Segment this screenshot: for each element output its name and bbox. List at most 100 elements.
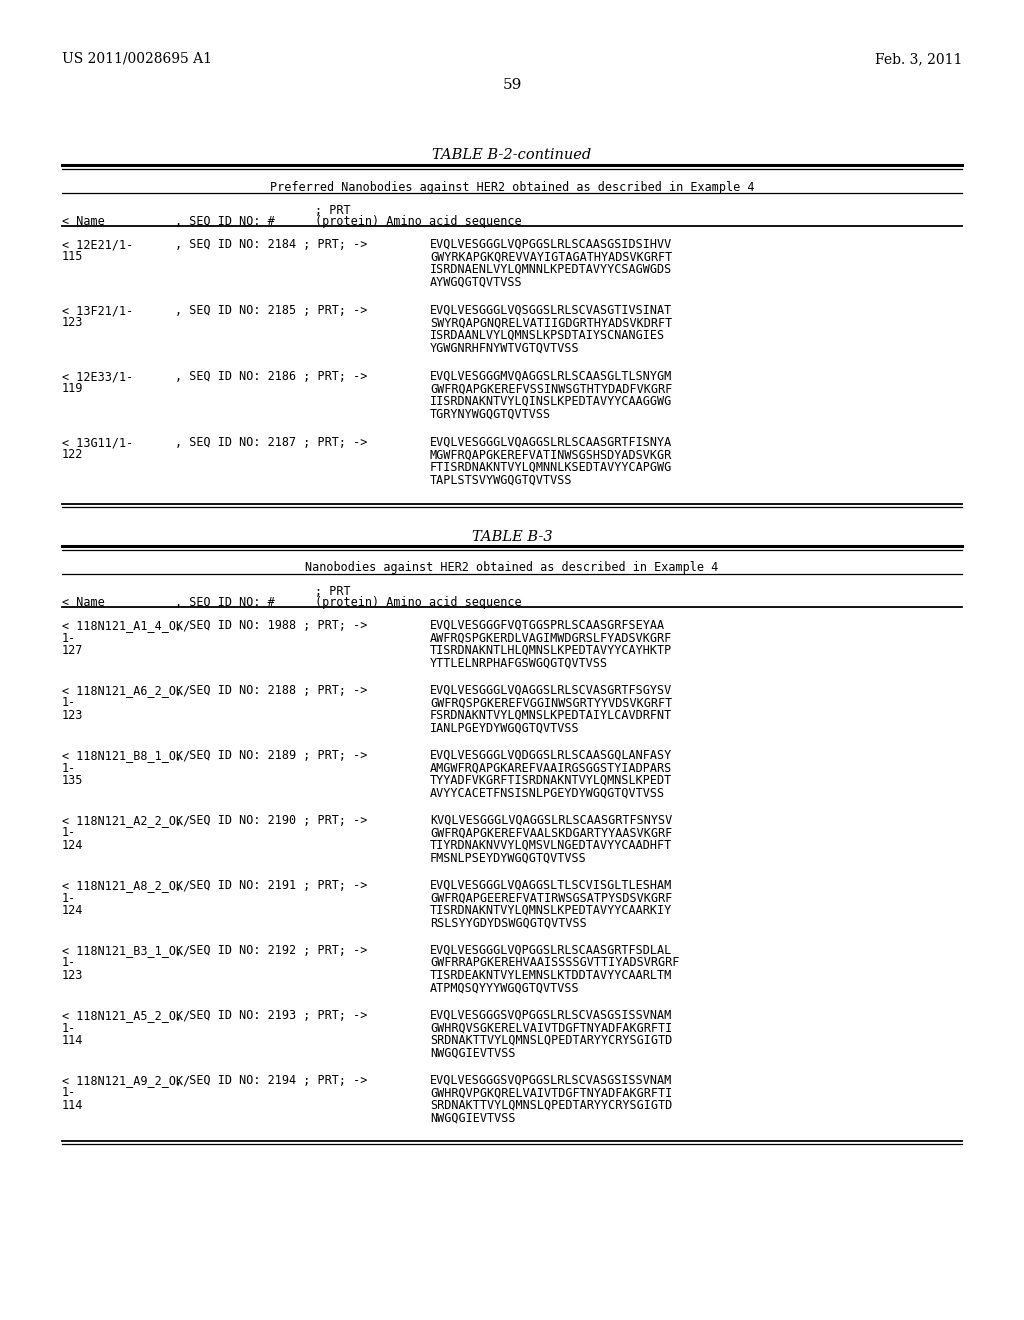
- Text: EVQLVESGGGLVQPGGSLRLSCAASGSIDSIHVV: EVQLVESGGGLVQPGGSLRLSCAASGSIDSIHVV: [430, 238, 672, 251]
- Text: 135: 135: [62, 774, 83, 787]
- Text: , SEQ ID NO: #: , SEQ ID NO: #: [175, 215, 274, 228]
- Text: ISRDAANLVYLQMNSLKPSDTAIYSCNANGIES: ISRDAANLVYLQMNSLKPSDTAIYSCNANGIES: [430, 329, 666, 342]
- Text: 124: 124: [62, 904, 83, 917]
- Text: 122: 122: [62, 449, 83, 462]
- Text: < Name: < Name: [62, 597, 104, 609]
- Text: 1-: 1-: [62, 631, 76, 644]
- Text: < 118N121_A6_2_OK/: < 118N121_A6_2_OK/: [62, 684, 190, 697]
- Text: , SEQ ID NO: 2193 ; PRT; ->: , SEQ ID NO: 2193 ; PRT; ->: [175, 1008, 368, 1022]
- Text: KVQLVESGGGLVQAGGSLRLSCAASGRTFSNYSV: KVQLVESGGGLVQAGGSLRLSCAASGRTFSNYSV: [430, 814, 672, 828]
- Text: GWHRQVPGKQRELVAIVTDGFTNYADFAKGRFTI: GWHRQVPGKQRELVAIVTDGFTNYADFAKGRFTI: [430, 1086, 672, 1100]
- Text: GWFRQSPGKEREFVGGINWSGRTYYVDSVKGRFT: GWFRQSPGKEREFVGGINWSGRTYYVDSVKGRFT: [430, 697, 672, 710]
- Text: GWFRQAPGKEREFVSSINWSGTHTYDADFVKGRF: GWFRQAPGKEREFVSSINWSGTHTYDADFVKGRF: [430, 383, 672, 396]
- Text: ; PRT: ; PRT: [315, 585, 350, 598]
- Text: EVQLVESGGGLVQAGGSLTLSCVISGLTLESHAM: EVQLVESGGGLVQAGGSLTLSCVISGLTLESHAM: [430, 879, 672, 892]
- Text: IANLPGEYDYWGQGTQVTVSS: IANLPGEYDYWGQGTQVTVSS: [430, 722, 580, 734]
- Text: SWYRQAPGNQRELVATIIGDGRTHYADSVKDRFT: SWYRQAPGNQRELVATIIGDGRTHYADSVKDRFT: [430, 317, 672, 330]
- Text: TAPLSTSVYWGQGTQVTVSS: TAPLSTSVYWGQGTQVTVSS: [430, 474, 572, 487]
- Text: < 118N121_A1_4_OK/: < 118N121_A1_4_OK/: [62, 619, 190, 632]
- Text: EVQLVESGGGSVQPGGSLRLSCVASGSISSVNAM: EVQLVESGGGSVQPGGSLRLSCVASGSISSVNAM: [430, 1074, 672, 1086]
- Text: , SEQ ID NO: 2186 ; PRT; ->: , SEQ ID NO: 2186 ; PRT; ->: [175, 370, 368, 383]
- Text: Feb. 3, 2011: Feb. 3, 2011: [874, 51, 962, 66]
- Text: 115: 115: [62, 251, 83, 264]
- Text: MGWFRQAPGKEREFVATINWSGSHSDYADSVKGR: MGWFRQAPGKEREFVATINWSGSHSDYADSVKGR: [430, 449, 672, 462]
- Text: GWHRQVSGKERELVAIVTDGFTNYADFAKGRFTI: GWHRQVSGKERELVAIVTDGFTNYADFAKGRFTI: [430, 1022, 672, 1035]
- Text: US 2011/0028695 A1: US 2011/0028695 A1: [62, 51, 212, 66]
- Text: 124: 124: [62, 840, 83, 851]
- Text: , SEQ ID NO: 2187 ; PRT; ->: , SEQ ID NO: 2187 ; PRT; ->: [175, 436, 368, 449]
- Text: NWGQGIEVTVSS: NWGQGIEVTVSS: [430, 1111, 515, 1125]
- Text: YTTLELNRPHAFGSWGQGTQVTVSS: YTTLELNRPHAFGSWGQGTQVTVSS: [430, 656, 608, 669]
- Text: AWFRQSPGKERDLVAGIMWDGRSLFYADSVKGRF: AWFRQSPGKERDLVAGIMWDGRSLFYADSVKGRF: [430, 631, 672, 644]
- Text: < 118N121_A5_2_OK/: < 118N121_A5_2_OK/: [62, 1008, 190, 1022]
- Text: AMGWFRQAPGKAREFVAAIRGSGGSTYIADPARS: AMGWFRQAPGKAREFVAAIRGSGGSTYIADPARS: [430, 762, 672, 775]
- Text: < 13F21/1-: < 13F21/1-: [62, 304, 133, 317]
- Text: < 118N121_A2_2_OK/: < 118N121_A2_2_OK/: [62, 814, 190, 828]
- Text: GWYRKAPGKQREVVAYIGTAGATHYADSVKGRFT: GWYRKAPGKQREVVAYIGTAGATHYADSVKGRFT: [430, 251, 672, 264]
- Text: 127: 127: [62, 644, 83, 657]
- Text: 1-: 1-: [62, 762, 76, 775]
- Text: EVQLVESGGGLVQAGGSLRLSCAASGRTFISNYA: EVQLVESGGGLVQAGGSLRLSCAASGRTFISNYA: [430, 436, 672, 449]
- Text: EVQLVESGGGLVQPGGSLRLSCAASGRTFSDLAL: EVQLVESGGGLVQPGGSLRLSCAASGRTFSDLAL: [430, 944, 672, 957]
- Text: ; PRT: ; PRT: [315, 205, 350, 216]
- Text: , SEQ ID NO: 2191 ; PRT; ->: , SEQ ID NO: 2191 ; PRT; ->: [175, 879, 368, 892]
- Text: 114: 114: [62, 1100, 83, 1111]
- Text: < 118N121_B3_1_OK/: < 118N121_B3_1_OK/: [62, 944, 190, 957]
- Text: , SEQ ID NO: 2194 ; PRT; ->: , SEQ ID NO: 2194 ; PRT; ->: [175, 1074, 368, 1086]
- Text: TGRYNYWGQGTQVTVSS: TGRYNYWGQGTQVTVSS: [430, 408, 551, 421]
- Text: TISRDNAKNTLHLQMNSLKPEDTAVYYCAYHKTP: TISRDNAKNTLHLQMNSLKPEDTAVYYCAYHKTP: [430, 644, 672, 657]
- Text: , SEQ ID NO: #: , SEQ ID NO: #: [175, 597, 274, 609]
- Text: EVQLVESGGGMVQAGGSLRLSCAASGLTLSNYGM: EVQLVESGGGMVQAGGSLRLSCAASGLTLSNYGM: [430, 370, 672, 383]
- Text: GWFRRAPGKEREHVAAISSSSGVTTIYADSVRGRF: GWFRRAPGKEREHVAAISSSSGVTTIYADSVRGRF: [430, 957, 679, 969]
- Text: Nanobodies against HER2 obtained as described in Example 4: Nanobodies against HER2 obtained as desc…: [305, 561, 719, 574]
- Text: 123: 123: [62, 317, 83, 330]
- Text: TISRDNAKNTVYLQMNSLKPEDTAVYYCAARKIY: TISRDNAKNTVYLQMNSLKPEDTAVYYCAARKIY: [430, 904, 672, 917]
- Text: IISRDNAKNTVYLQINSLKPEDTAVYYCAAGGWG: IISRDNAKNTVYLQINSLKPEDTAVYYCAAGGWG: [430, 395, 672, 408]
- Text: AYWGQGTQVTVSS: AYWGQGTQVTVSS: [430, 276, 522, 289]
- Text: EVQLVESGGGSVQPGGSLRLSCVASGSISSVNAM: EVQLVESGGGSVQPGGSLRLSCVASGSISSVNAM: [430, 1008, 672, 1022]
- Text: TIYRDNAKNVVYLQMSVLNGEDTAVYYCAADHFT: TIYRDNAKNVVYLQMSVLNGEDTAVYYCAADHFT: [430, 840, 672, 851]
- Text: 1-: 1-: [62, 891, 76, 904]
- Text: (protein) Amino acid sequence: (protein) Amino acid sequence: [315, 215, 521, 228]
- Text: < Name: < Name: [62, 215, 104, 228]
- Text: , SEQ ID NO: 1988 ; PRT; ->: , SEQ ID NO: 1988 ; PRT; ->: [175, 619, 368, 632]
- Text: < 118N121_A9_2_OK/: < 118N121_A9_2_OK/: [62, 1074, 190, 1086]
- Text: 1-: 1-: [62, 697, 76, 710]
- Text: < 13G11/1-: < 13G11/1-: [62, 436, 133, 449]
- Text: FSRDNAKNTVYLQMNSLKPEDTAIYLCAVDRFNT: FSRDNAKNTVYLQMNSLKPEDTAIYLCAVDRFNT: [430, 709, 672, 722]
- Text: ISRDNAENLVYLQMNNLKPEDTAVYYCSAGWGDS: ISRDNAENLVYLQMNNLKPEDTAVYYCSAGWGDS: [430, 263, 672, 276]
- Text: SRDNAKTTVYLQMNSLQPEDTARYYCRYSGIGTD: SRDNAKTTVYLQMNSLQPEDTARYYCRYSGIGTD: [430, 1034, 672, 1047]
- Text: , SEQ ID NO: 2189 ; PRT; ->: , SEQ ID NO: 2189 ; PRT; ->: [175, 748, 368, 762]
- Text: < 118N121_A8_2_OK/: < 118N121_A8_2_OK/: [62, 879, 190, 892]
- Text: 114: 114: [62, 1034, 83, 1047]
- Text: YGWGNRHFNYWTVGTQVTVSS: YGWGNRHFNYWTVGTQVTVSS: [430, 342, 580, 355]
- Text: EVQLVESGGGLVQAGGSLRLSCVASGRTFSGYSV: EVQLVESGGGLVQAGGSLRLSCVASGRTFSGYSV: [430, 684, 672, 697]
- Text: , SEQ ID NO: 2190 ; PRT; ->: , SEQ ID NO: 2190 ; PRT; ->: [175, 814, 368, 828]
- Text: 1-: 1-: [62, 1086, 76, 1100]
- Text: , SEQ ID NO: 2192 ; PRT; ->: , SEQ ID NO: 2192 ; PRT; ->: [175, 944, 368, 957]
- Text: (protein) Amino acid sequence: (protein) Amino acid sequence: [315, 597, 521, 609]
- Text: TYYADFVKGRFTISRDNAKNTVYLQMNSLKPEDT: TYYADFVKGRFTISRDNAKNTVYLQMNSLKPEDT: [430, 774, 672, 787]
- Text: NWGQGIEVTVSS: NWGQGIEVTVSS: [430, 1047, 515, 1060]
- Text: < 118N121_B8_1_OK/: < 118N121_B8_1_OK/: [62, 748, 190, 762]
- Text: AVYYCACETFNSISNLPGEYDYWGQGTQVTVSS: AVYYCACETFNSISNLPGEYDYWGQGTQVTVSS: [430, 787, 666, 800]
- Text: Preferred Nanobodies against HER2 obtained as described in Example 4: Preferred Nanobodies against HER2 obtain…: [269, 181, 755, 194]
- Text: < 12E21/1-: < 12E21/1-: [62, 238, 133, 251]
- Text: < 12E33/1-: < 12E33/1-: [62, 370, 133, 383]
- Text: 1-: 1-: [62, 826, 76, 840]
- Text: TABLE B-3: TABLE B-3: [472, 531, 552, 544]
- Text: SRDNAKTTVYLQMNSLQPEDTARYYCRYSGIGTD: SRDNAKTTVYLQMNSLQPEDTARYYCRYSGIGTD: [430, 1100, 672, 1111]
- Text: 1-: 1-: [62, 1022, 76, 1035]
- Text: TISRDEAKNTVYLEMNSLKTDDTAVYYCAARLTM: TISRDEAKNTVYLEMNSLKTDDTAVYYCAARLTM: [430, 969, 672, 982]
- Text: ATPMQSQYYYWGQGTQVTVSS: ATPMQSQYYYWGQGTQVTVSS: [430, 982, 580, 994]
- Text: 123: 123: [62, 709, 83, 722]
- Text: EVQLVESGGGLVQDGGSLRLSCAASGQLANFASY: EVQLVESGGGLVQDGGSLRLSCAASGQLANFASY: [430, 748, 672, 762]
- Text: EVQLVESGGGFVQTGGSPRLSCAASGRFSEYAA: EVQLVESGGGFVQTGGSPRLSCAASGRFSEYAA: [430, 619, 666, 632]
- Text: RSLSYYGDYDSWGQGTQVTVSS: RSLSYYGDYDSWGQGTQVTVSS: [430, 916, 587, 929]
- Text: FMSNLPSEYDYWGQGTQVTVSS: FMSNLPSEYDYWGQGTQVTVSS: [430, 851, 587, 865]
- Text: FTISRDNAKNTVYLQMNNLKSEDTAVYYCAPGWG: FTISRDNAKNTVYLQMNNLKSEDTAVYYCAPGWG: [430, 461, 672, 474]
- Text: GWFRQAPGKEREFVAALSKDGARTYYAASVKGRF: GWFRQAPGKEREFVAALSKDGARTYYAASVKGRF: [430, 826, 672, 840]
- Text: 1-: 1-: [62, 957, 76, 969]
- Text: TABLE B-2-continued: TABLE B-2-continued: [432, 148, 592, 162]
- Text: , SEQ ID NO: 2188 ; PRT; ->: , SEQ ID NO: 2188 ; PRT; ->: [175, 684, 368, 697]
